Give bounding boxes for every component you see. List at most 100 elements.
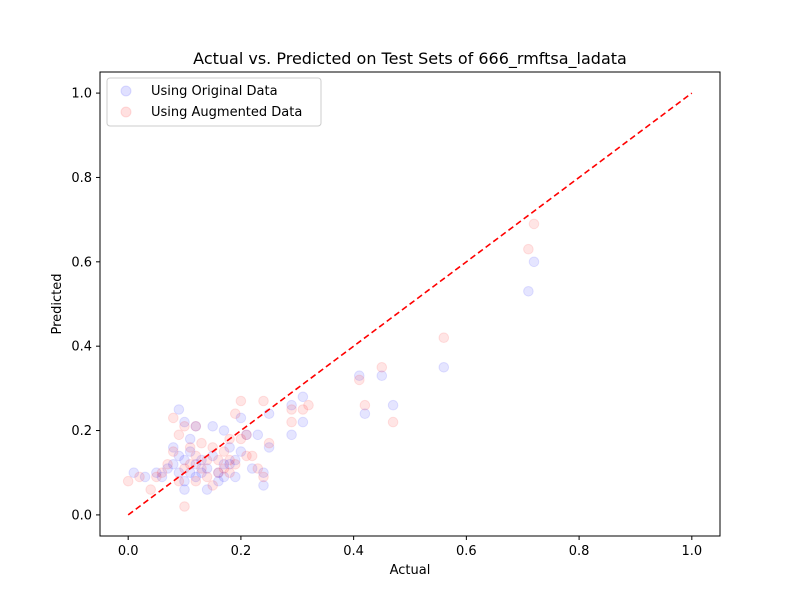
point-s1-0: [122, 475, 134, 487]
point-s0-23: [201, 463, 213, 474]
y-axis: 0.0 0.2 0.4 0.6 0.8 1.0: [71, 87, 100, 523]
point-s0-33: [230, 454, 241, 466]
point-s1-7: [168, 412, 179, 424]
point-s0-51: [387, 399, 399, 411]
point-s0-38: [246, 463, 258, 474]
point-s1-3: [151, 471, 162, 483]
point-s0-44: [286, 399, 297, 411]
y-tick-label-3: 0.6: [71, 255, 92, 270]
y-tick-label-5: 1.0: [71, 87, 92, 102]
plot-frame: [99, 71, 721, 537]
point-s1-30: [224, 467, 235, 479]
point-s0-52: [438, 362, 450, 373]
point-s0-40: [258, 467, 269, 479]
legend: Using Original Data Using Augmented Data: [106, 77, 322, 127]
point-s1-47: [359, 399, 371, 411]
point-s0-37: [241, 429, 252, 441]
point-s1-16: [190, 450, 202, 462]
point-s0-24: [207, 421, 218, 432]
point-s1-15: [190, 421, 202, 432]
series-1: [122, 218, 540, 512]
point-s0-28: [218, 425, 230, 436]
point-s1-38: [252, 463, 264, 474]
y-tick-label-2: 0.4: [71, 340, 92, 355]
point-s1-17: [190, 475, 202, 487]
point-s0-11: [179, 454, 190, 466]
point-s1-37: [246, 450, 258, 462]
point-s0-0: [128, 467, 140, 479]
y-axis-label: Predicted: [50, 273, 65, 334]
point-s1-26: [218, 446, 230, 457]
point-s1-31: [230, 408, 241, 420]
series-layer: [122, 218, 540, 512]
point-s0-35: [235, 412, 247, 424]
x-tick-label-4: 0.8: [569, 544, 590, 559]
point-s0-34: [230, 471, 241, 483]
point-s0-50: [376, 370, 388, 382]
y-tick-label-4: 0.8: [71, 171, 92, 186]
series-0: [128, 256, 540, 495]
point-s0-43: [263, 442, 275, 453]
point-s1-42: [286, 404, 297, 415]
point-s1-29: [224, 454, 235, 466]
chart-title: Actual vs. Predicted on Test Sets of 666…: [193, 49, 627, 69]
plot-area: [99, 71, 721, 537]
x-tick-label-0: 0.0: [118, 544, 139, 559]
x-axis: 0.0 0.2 0.4 0.6 0.8 1.0: [118, 536, 702, 559]
legend-marker-original: [120, 85, 132, 97]
legend-label-augmented: Using Augmented Data: [151, 105, 302, 120]
point-s1-19: [196, 437, 207, 449]
point-s1-27: [218, 463, 230, 474]
point-s0-31: [224, 442, 235, 453]
point-s1-35: [241, 450, 252, 462]
point-s0-41: [258, 480, 269, 491]
point-s0-32: [224, 459, 235, 470]
point-s0-36: [235, 446, 247, 457]
point-s1-23: [207, 480, 218, 491]
point-s0-49: [359, 408, 371, 420]
point-s1-1: [134, 471, 145, 483]
point-s1-6: [168, 446, 179, 457]
reference-line: [127, 92, 693, 516]
point-s1-5: [162, 459, 173, 470]
point-s0-47: [297, 391, 309, 403]
x-tick-label-1: 0.2: [231, 544, 252, 559]
point-s0-39: [252, 429, 264, 441]
point-s0-45: [286, 429, 297, 441]
point-s1-49: [387, 416, 399, 428]
point-s0-6: [168, 442, 179, 453]
point-s0-13: [179, 484, 190, 495]
point-s0-3: [156, 471, 168, 483]
point-s0-54: [528, 256, 540, 268]
point-s0-30: [218, 471, 230, 483]
y-tick-label-1: 0.2: [71, 424, 92, 439]
point-s1-25: [213, 467, 224, 479]
point-s1-12: [179, 501, 190, 512]
point-s1-52: [528, 218, 540, 230]
point-s1-41: [263, 437, 275, 449]
point-s0-48: [354, 370, 365, 382]
x-axis-label: Actual: [390, 563, 431, 578]
point-s1-33: [235, 395, 247, 407]
point-s1-32: [230, 459, 241, 470]
point-s0-22: [201, 484, 213, 495]
point-s1-18: [196, 463, 207, 474]
point-s1-34: [235, 433, 247, 445]
x-tick-label-3: 0.6: [456, 544, 477, 559]
point-s0-27: [213, 475, 224, 487]
point-s1-4: [156, 467, 168, 479]
x-tick-label-5: 1.0: [681, 544, 702, 559]
point-s0-1: [139, 471, 151, 483]
point-s0-5: [168, 459, 179, 470]
point-s1-10: [179, 421, 190, 432]
x-tick-label-2: 0.4: [343, 544, 364, 559]
point-s1-2: [145, 484, 156, 495]
y-tick-label-0: 0.0: [71, 508, 92, 523]
point-s1-24: [213, 454, 224, 466]
point-s0-8: [173, 450, 185, 462]
point-s1-13: [184, 442, 196, 453]
point-s0-29: [218, 459, 230, 470]
legend-box: [106, 77, 322, 127]
point-s0-46: [297, 416, 309, 428]
point-s0-20: [196, 467, 207, 479]
